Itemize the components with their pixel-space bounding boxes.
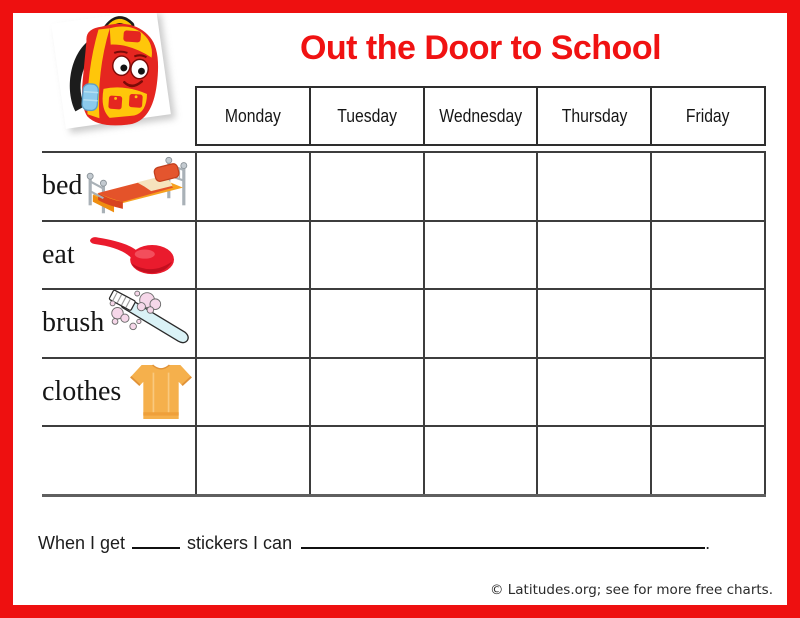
grid-cell-bed-thursday (536, 153, 651, 220)
task-row-clothes: clothes (42, 356, 766, 426)
grid-cell-empty-friday (650, 427, 766, 494)
grid-cell-empty-tuesday (308, 427, 423, 494)
copyright-text: © Latitudes.org; see for more free chart… (489, 582, 773, 598)
grid-cell-eat-thursday (536, 221, 651, 289)
backpack-icon (69, 16, 159, 126)
grid-cell-bed-wednesday (422, 153, 537, 220)
page-title: Out the Door to School (299, 29, 662, 67)
grid-cell-empty-wednesday (422, 427, 537, 494)
task-label-cell: brush (42, 290, 195, 357)
day-header-monday: Monday (197, 88, 311, 144)
task-row-eat: eat (42, 219, 766, 289)
task-label-cell: bed (42, 153, 195, 220)
task-label: brush (42, 307, 105, 339)
task-label: bed (42, 170, 83, 202)
grid-cell-eat-friday (650, 221, 766, 289)
task-label: clothes (42, 376, 122, 408)
grid-cell-bed-monday (195, 153, 309, 220)
grid-cell-brush-thursday (536, 290, 651, 357)
day-header-thursday: Thursday (538, 88, 653, 144)
task-label-cell: clothes (42, 359, 195, 426)
grid-cell-clothes-monday (195, 358, 309, 426)
task-row-brush: brush (42, 288, 766, 357)
spoon-icon (89, 237, 174, 275)
reward-blank (301, 533, 706, 549)
grid-cell-eat-tuesday (308, 221, 423, 289)
task-row-empty (42, 425, 766, 494)
grid-cell-bed-friday (650, 153, 766, 220)
task-label: eat (42, 238, 75, 270)
day-header-tuesday: Tuesday (311, 88, 425, 144)
grid-cell-brush-tuesday (308, 290, 423, 357)
grid-cell-clothes-thursday (536, 358, 651, 426)
task-label-cell (42, 427, 195, 494)
reward-sentence: When I get stickers I can. (38, 533, 762, 554)
grid-cell-clothes-wednesday (422, 358, 537, 426)
grid-cell-brush-wednesday (422, 290, 537, 357)
grid-cell-brush-friday (650, 290, 766, 357)
grid-cell-clothes-friday (650, 358, 766, 426)
toothbrush-icon (109, 290, 190, 344)
chart-grid: bed (42, 151, 766, 497)
bed-icon (87, 157, 188, 214)
grid-cell-eat-monday (195, 221, 309, 289)
stickers-count-blank (132, 533, 181, 549)
task-row-bed: bed (42, 151, 766, 220)
day-header-friday: Friday (686, 105, 730, 126)
grid-cell-brush-monday (195, 290, 309, 357)
reward-sentence-part1: When I get (38, 533, 126, 553)
grid-cell-empty-thursday (536, 427, 651, 494)
reward-sentence-part3: . (705, 533, 711, 553)
tshirt-icon (130, 364, 193, 420)
day-header-row: Monday Tuesday Wednesday Thursday Friday (195, 86, 766, 146)
grid-cell-eat-wednesday (422, 221, 537, 289)
task-label-cell: eat (42, 222, 195, 289)
grid-cell-clothes-tuesday (308, 358, 423, 426)
reward-sentence-part2: stickers I can (187, 533, 293, 553)
grid-cell-empty-monday (195, 427, 309, 494)
day-header-wednesday: Wednesday (425, 88, 539, 144)
grid-cell-bed-tuesday (308, 153, 423, 220)
backpack-image (50, 6, 172, 132)
